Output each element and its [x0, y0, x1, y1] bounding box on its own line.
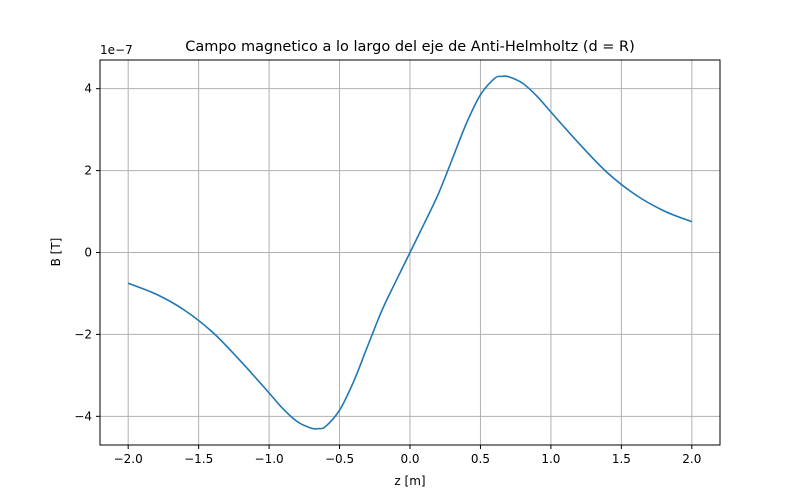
- x-tick-label: 1.0: [541, 452, 560, 466]
- y-tick-label: 4: [84, 82, 92, 96]
- x-tick-label: 0.5: [471, 452, 490, 466]
- series-layer: [127, 75, 693, 430]
- y-axis-label: B [T]: [49, 238, 63, 267]
- y-tick-label: −2: [74, 327, 92, 341]
- series-line: [127, 75, 693, 430]
- x-tick-label: −1.0: [255, 452, 284, 466]
- y-tick-label: 0: [84, 246, 92, 260]
- y-tick-label: 2: [84, 164, 92, 178]
- y-offset-label: 1e−7: [100, 43, 133, 57]
- x-tick-label: 0.0: [400, 452, 419, 466]
- x-axis-label: z [m]: [394, 474, 425, 488]
- x-axis-ticks: −2.0 −1.5 −1.0 −0.5 0.0 0.5 1.0 1.5 2.0: [114, 445, 701, 466]
- x-tick-label: −0.5: [325, 452, 354, 466]
- chart-title: Campo magnetico a lo largo del eje de An…: [185, 39, 635, 55]
- x-tick-label: 1.5: [612, 452, 631, 466]
- x-tick-label: −1.5: [184, 452, 213, 466]
- y-tick-label: −4: [74, 409, 92, 423]
- y-axis-ticks: −4 −2 0 2 4: [74, 82, 100, 423]
- x-tick-label: 2.0: [682, 452, 701, 466]
- x-tick-label: −2.0: [114, 452, 143, 466]
